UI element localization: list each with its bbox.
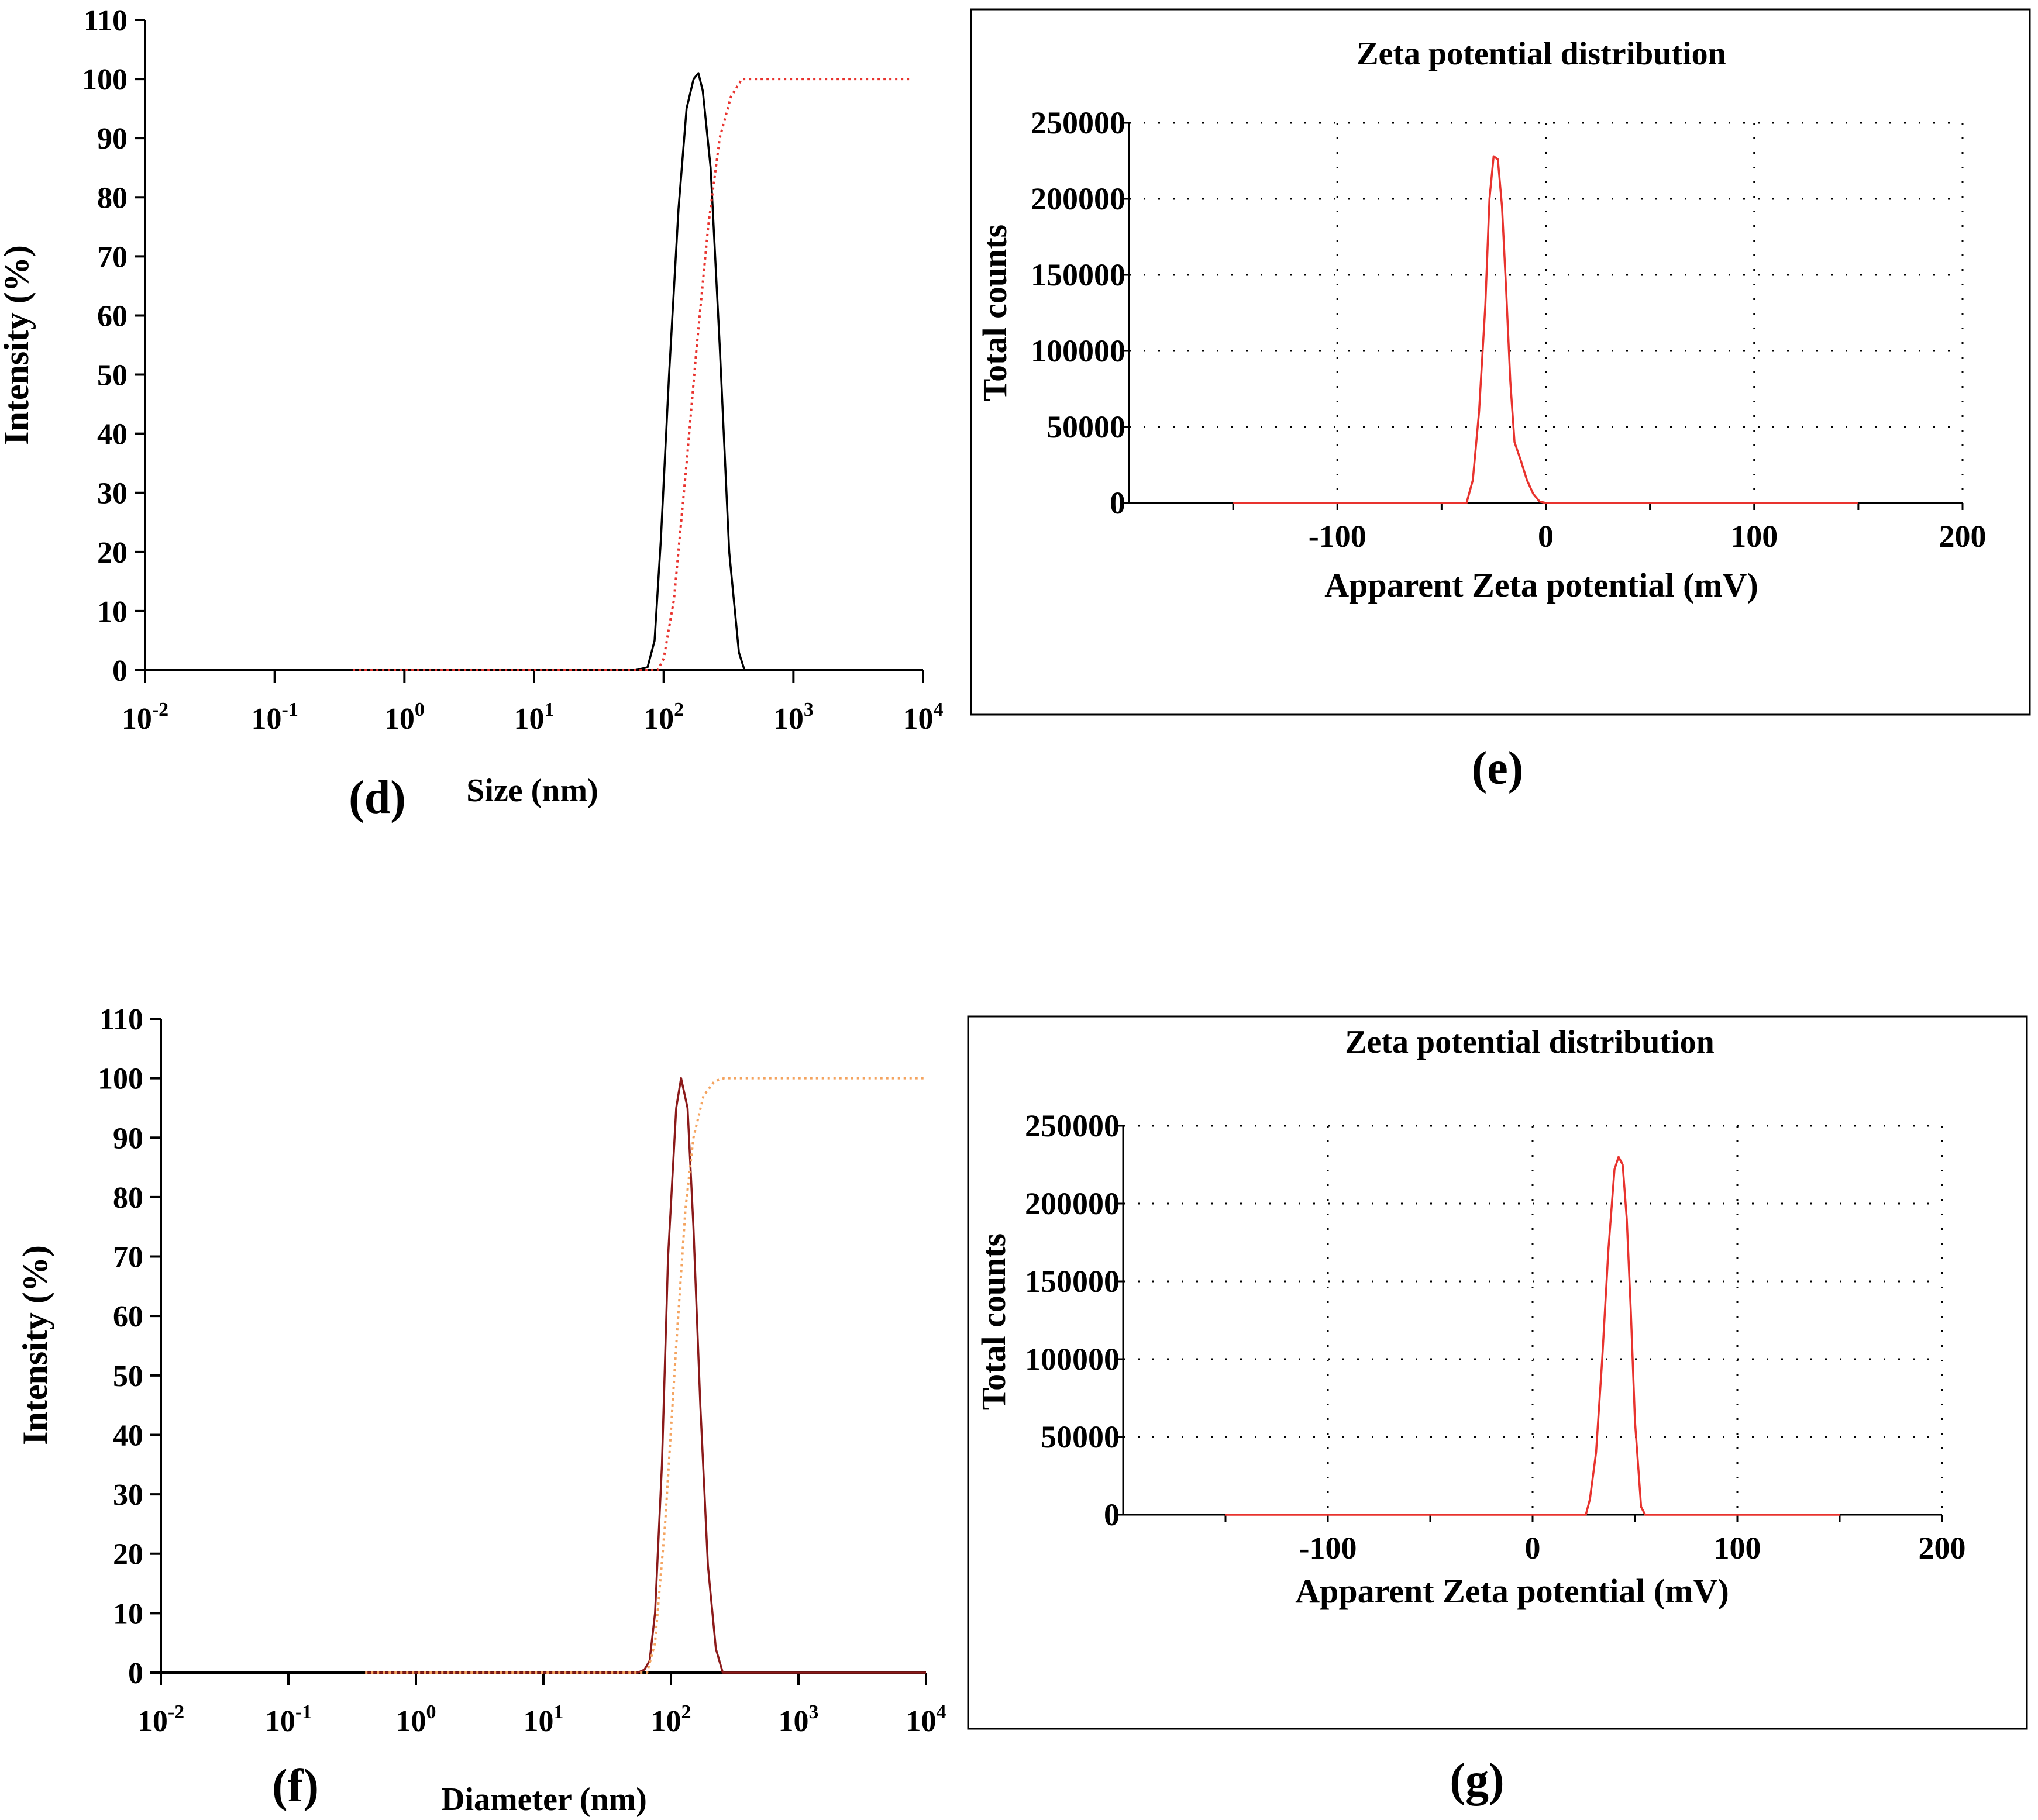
panel-frame xyxy=(967,1015,2028,1730)
y-tick-label: 40 xyxy=(97,418,128,451)
chart-e: Zeta potential distribution 0 50000 100000 1… xyxy=(970,8,2031,794)
y-tick-label: 250000 xyxy=(1025,1108,1120,1143)
x-tick-label: 104 xyxy=(903,699,944,736)
x-tick-label: 0 xyxy=(1525,1531,1541,1566)
x-tick-label: 10-2 xyxy=(122,699,168,736)
x-tick-label: 104 xyxy=(906,1701,946,1738)
y-tick-label: 50000 xyxy=(1046,409,1125,444)
chart-title: Zeta potential distribution xyxy=(1345,1024,1715,1060)
panel-frame xyxy=(970,8,2031,716)
cumulative-series-line xyxy=(353,78,911,671)
panel-label: (f) xyxy=(272,1760,319,1812)
x-tick-label: 200 xyxy=(1919,1531,1966,1566)
y-tick-label: 50 xyxy=(97,359,128,392)
y-tick-label: 90 xyxy=(113,1122,143,1155)
x-tick-label: 103 xyxy=(773,699,814,736)
y-tick-label: 100 xyxy=(98,1063,143,1096)
y-tick-label: 30 xyxy=(97,477,128,511)
x-tick-label: 100 xyxy=(396,1701,436,1738)
y-tick-label: 0 xyxy=(112,654,128,688)
y-tick-label: 110 xyxy=(99,1003,143,1036)
y-tick-label: 10 xyxy=(97,595,128,629)
y-tick-label: 80 xyxy=(97,181,128,215)
y-tick-label: 60 xyxy=(113,1300,143,1333)
x-tick-label: 100 xyxy=(1730,519,1778,554)
y-axis-label: Intensity (%) xyxy=(0,245,36,445)
y-axis-label: Intensity (%) xyxy=(16,1245,54,1445)
chart-d: 0 10 20 30 40 50 60 70 80 90 100 110 10-2 10-1 100 101 1… xyxy=(0,4,944,823)
y-axis-label: Total counts xyxy=(976,225,1014,401)
distribution-series-line xyxy=(353,72,911,671)
x-tick-label: 10-1 xyxy=(265,1701,312,1738)
zeta-series-line xyxy=(1233,155,1858,504)
y-tick-label: 0 xyxy=(1104,1497,1120,1532)
panel-label: (e) xyxy=(1472,743,1524,794)
y-tick-label: 0 xyxy=(1110,485,1125,521)
x-tick-label: -100 xyxy=(1309,519,1366,554)
x-tick-label: 0 xyxy=(1538,519,1554,554)
y-tick-label: 200000 xyxy=(1031,181,1125,216)
x-axis-label: Apparent Zeta potential (mV) xyxy=(1324,566,1758,604)
panel-label: (g) xyxy=(1450,1754,1504,1806)
y-tick-label: 70 xyxy=(97,240,128,274)
y-tick-label: 10 xyxy=(113,1597,143,1631)
x-tick-label: 102 xyxy=(643,699,684,736)
zeta-series-line xyxy=(1225,1156,1840,1516)
x-axis-label: Apparent Zeta potential (mV) xyxy=(1295,1572,1729,1610)
panel-label: (d) xyxy=(349,772,406,823)
x-tick-label: 102 xyxy=(651,1701,691,1738)
y-axis-label: Total counts xyxy=(975,1233,1013,1410)
y-tick-label: 150000 xyxy=(1031,257,1125,292)
y-tick-label: 30 xyxy=(113,1478,143,1512)
y-tick-label: 20 xyxy=(97,536,128,570)
chart-g: Zeta potential distribution 0 50000 100000 1… xyxy=(967,1015,2028,1806)
y-tick-label: 50 xyxy=(113,1360,143,1393)
y-tick-label: 20 xyxy=(113,1538,143,1571)
x-tick-label: 100 xyxy=(1714,1531,1761,1566)
x-tick-label: 200 xyxy=(1939,519,1987,554)
y-tick-label: 100000 xyxy=(1031,333,1125,368)
x-tick-label: 103 xyxy=(779,1701,819,1738)
y-tick-label: 150000 xyxy=(1025,1264,1120,1299)
y-tick-label: 80 xyxy=(113,1181,143,1215)
y-tick-label: 90 xyxy=(97,122,128,156)
chart-f: 0 10 20 30 40 50 60 70 80 90 100 110 10-2 10-1 100 101 1… xyxy=(16,1003,946,1818)
x-axis-label: Diameter (nm) xyxy=(441,1781,647,1818)
y-tick-label: 40 xyxy=(113,1419,143,1452)
y-tick-label: 100000 xyxy=(1025,1342,1120,1377)
y-tick-label: 100 xyxy=(82,63,128,96)
y-tick-label: 50000 xyxy=(1041,1419,1120,1454)
x-tick-label: 101 xyxy=(524,1701,564,1738)
y-tick-label: 110 xyxy=(84,4,128,37)
chart-title: Zeta potential distribution xyxy=(1357,36,1726,72)
x-tick-label: 101 xyxy=(514,699,555,736)
cumulative-series-line xyxy=(365,1077,926,1674)
x-tick-label: -100 xyxy=(1299,1531,1357,1566)
x-tick-label: 10-2 xyxy=(137,1701,184,1738)
y-tick-label: 0 xyxy=(128,1657,143,1690)
y-tick-label: 70 xyxy=(113,1241,143,1274)
y-tick-label: 250000 xyxy=(1031,105,1125,140)
y-tick-label: 200000 xyxy=(1025,1186,1120,1221)
x-tick-label: 10-1 xyxy=(252,699,298,736)
x-axis-label: Size (nm) xyxy=(466,773,598,809)
x-tick-label: 100 xyxy=(384,699,425,736)
distribution-series-line xyxy=(365,1077,926,1674)
y-tick-label: 60 xyxy=(97,299,128,333)
